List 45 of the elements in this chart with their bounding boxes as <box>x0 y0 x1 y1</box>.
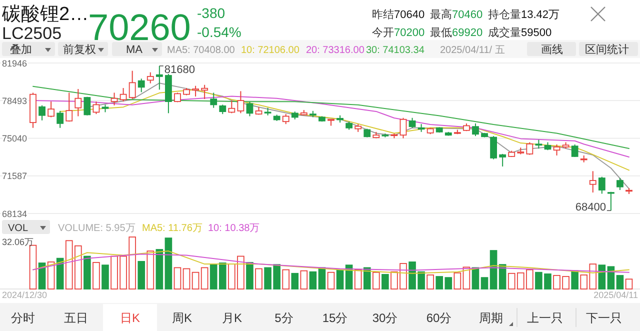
text: 区间统计 <box>585 43 629 56</box>
text: MA <box>126 44 144 56</box>
text: -0.54% <box>197 24 242 40</box>
text: 持仓量13.42万 <box>488 9 560 21</box>
y-tick-label: 71587 <box>2 171 28 182</box>
text: 周期 <box>479 311 503 325</box>
text: 5分 <box>274 311 294 325</box>
text: -380 <box>197 5 226 21</box>
text: 60分 <box>426 311 452 325</box>
text: 10: 72106.00 <box>241 45 300 56</box>
text: 30: 74103.34 <box>366 45 425 56</box>
annotation: 81680 <box>164 64 196 76</box>
text: 最高70460 <box>430 8 483 21</box>
y-tick-label: 81946 <box>2 58 28 68</box>
text: 2025/04/11 <box>594 290 638 300</box>
text: 今开70200 <box>372 27 425 39</box>
text: 月K <box>222 311 242 325</box>
text: VOLUME: 5.95万 <box>58 223 136 234</box>
text: 成交量59500 <box>488 26 552 39</box>
text: 30分 <box>372 311 398 325</box>
y-tick-label: 68134 <box>2 208 28 219</box>
text: 下一只 <box>586 311 622 325</box>
text: 2025/04/11/ 五 <box>440 45 505 56</box>
text: 叠加 <box>10 43 32 56</box>
y-tick-label: 75040 <box>2 134 28 144</box>
text: 2024/12/30 <box>2 290 48 300</box>
series-label: MA5: 11.76万 <box>142 223 202 234</box>
text: VOL <box>8 223 28 234</box>
chart-title: 碳酸锂2… <box>1 4 89 25</box>
y-tick-label: 78493 <box>2 96 28 106</box>
text: 五日 <box>64 311 88 325</box>
text: 昨结70640 <box>372 8 425 21</box>
text: 15分 <box>322 311 348 325</box>
text: 分时 <box>11 311 35 325</box>
chart-subtitle: LC2505 <box>2 24 62 43</box>
text: 画线 <box>541 43 563 56</box>
text: 日K <box>120 311 140 325</box>
text: 20: 73316.00 <box>306 45 365 56</box>
annotation: 68400 <box>575 202 606 214</box>
text: 最低69920 <box>430 27 483 39</box>
text: MA5: 70408.00 <box>167 45 236 56</box>
text: 周K <box>172 311 192 325</box>
annotation: 32.06万 <box>2 237 34 247</box>
text: 上一只 <box>527 311 563 325</box>
text: 10: 10.38万 <box>208 223 260 234</box>
